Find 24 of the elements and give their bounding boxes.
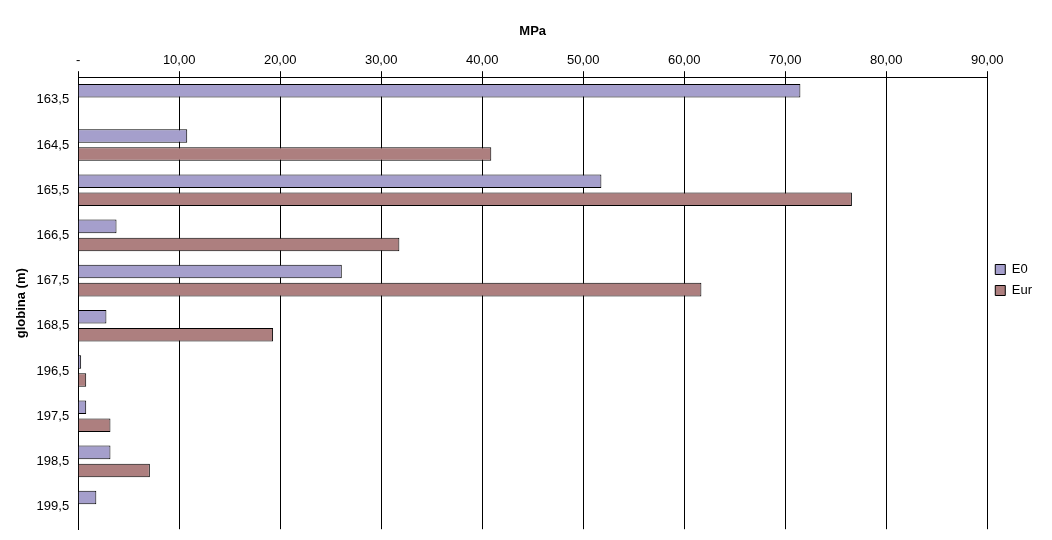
x-tick-label: 70,00 [768,51,802,67]
x-axis-title: MPa [519,23,547,39]
y-tick-label: 168,5 [36,317,70,333]
x-tick-label: 40,00 [465,51,499,67]
x-tick-label: 80,00 [869,51,903,67]
y-tick-label: 166,5 [36,226,70,242]
x-tick-label: 60,00 [667,51,701,67]
y-tick-label: 163,5 [36,91,70,107]
y-tick-label: 165,5 [36,181,70,197]
x-tick-label: 30,00 [364,51,398,67]
x-tick-label: 50,00 [566,51,600,67]
x-tick-label: 10,00 [162,51,196,67]
y-tick-label: 199,5 [36,498,70,514]
legend-label: E0 [1011,261,1028,277]
y-tick-label: 196,5 [36,362,70,378]
x-tick-label: - [75,51,81,67]
y-tick-label: 167,5 [36,272,70,288]
y-tick-label: 197,5 [36,407,70,423]
x-tick-label: 20,00 [263,51,297,67]
legend-label: Eur [1011,282,1033,298]
y-tick-label: 164,5 [36,136,70,152]
x-tick-label: 90,00 [971,51,1004,67]
y-tick-label: 198,5 [36,452,70,468]
y-axis-title: globina (m) [13,268,29,339]
